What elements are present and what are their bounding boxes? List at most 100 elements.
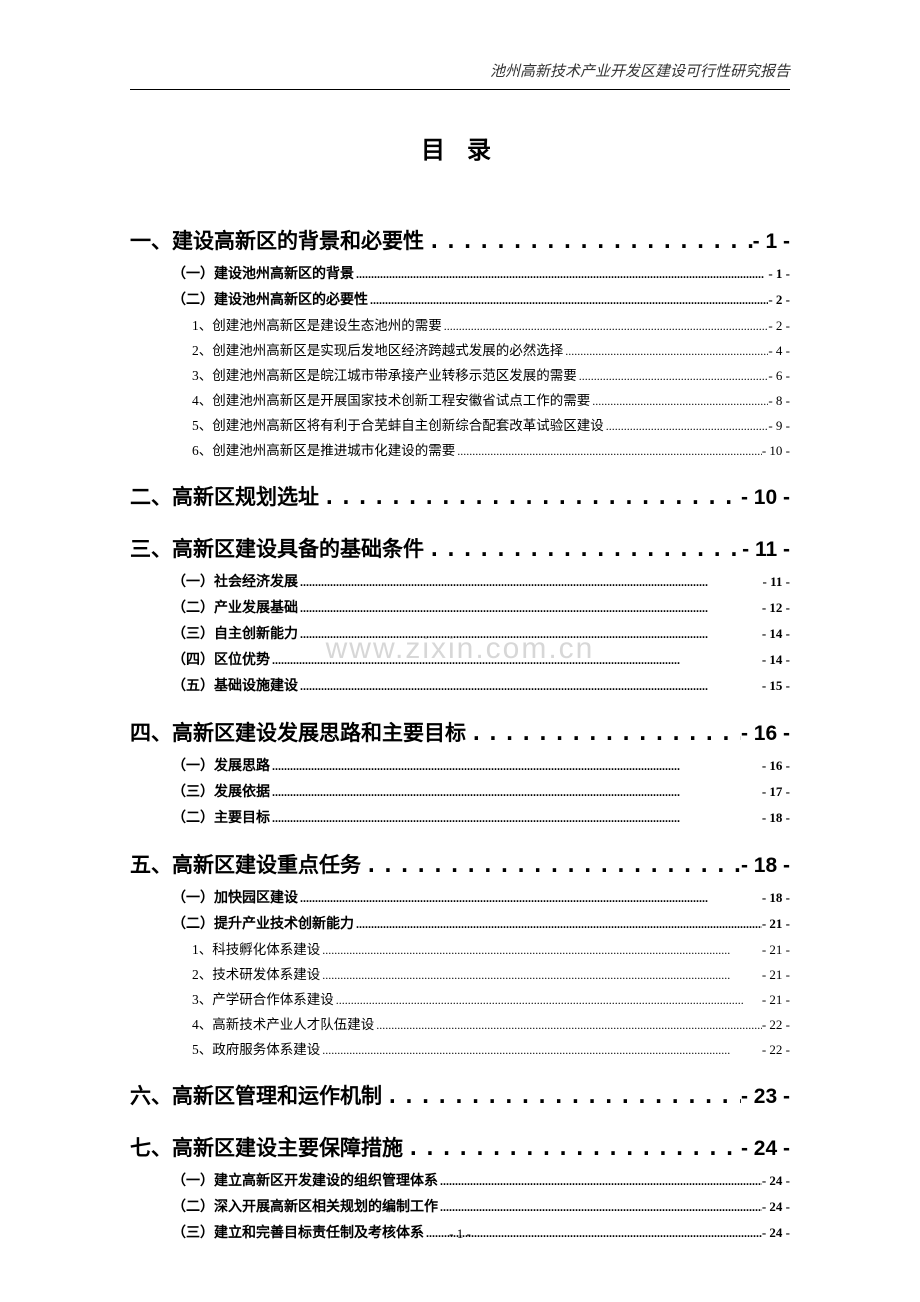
toc-entry-label: （二）主要目标 xyxy=(172,807,270,827)
toc-entry-page: - 18 - xyxy=(762,810,790,826)
toc-entry: （一）建立高新区开发建设的组织管理体系.....................… xyxy=(172,1170,790,1190)
toc-entry-label: （四）区位优势 xyxy=(172,649,270,669)
toc-entry: （二）深入开展高新区相关规划的编制工作.....................… xyxy=(172,1196,790,1216)
toc-entry-page: - 14 - xyxy=(762,626,790,642)
toc-entry-label: 5、创建池州高新区将有利于合芜蚌自主创新综合配套改革试验区建设 xyxy=(192,414,604,434)
toc-entry-page: - 11 - xyxy=(763,574,790,590)
toc-dots: ........................................… xyxy=(270,759,762,774)
toc-dots: ........................................… xyxy=(298,627,762,642)
toc-entry-label: （一）社会经济发展 xyxy=(172,571,298,591)
toc-dots: ........................................… xyxy=(577,369,769,384)
toc-entry-page: - 24 - xyxy=(762,1199,790,1215)
toc-dots: ........................................… xyxy=(334,993,762,1008)
toc-entry-label: 七、高新区建设主要保障措施 xyxy=(130,1132,403,1162)
toc-entry-page: - 8 - xyxy=(768,393,790,409)
toc-entry-page: - 1 - xyxy=(768,266,790,282)
toc-entry: （一）发展思路.................................… xyxy=(172,755,790,775)
toc-entry-label: （一）建立高新区开发建设的组织管理体系 xyxy=(172,1170,438,1190)
toc-entry-label: 1、创建池州高新区是建设生态池州的需要 xyxy=(192,314,442,334)
toc-entry-label: 五、高新区建设重点任务 xyxy=(130,849,361,879)
toc-entry-page: - 16 - xyxy=(741,722,790,746)
page-header: 池州高新技术产业开发区建设可行性研究报告 xyxy=(130,60,790,90)
toc-entry-page: - 18 - xyxy=(762,890,790,906)
toc-entry-label: （二）深入开展高新区相关规划的编制工作 xyxy=(172,1196,438,1216)
toc-entry-label: 5、政府服务体系建设 xyxy=(192,1038,320,1058)
toc-entry: 1、创建池州高新区是建设生态池州的需要.....................… xyxy=(192,314,790,334)
toc-entry-page: - 22 - xyxy=(762,1017,790,1033)
toc-dots: ........................................… xyxy=(270,653,762,668)
toc-dots: ........................................… xyxy=(320,968,762,983)
toc-entry-page: - 24 - xyxy=(762,1173,790,1189)
toc-dots: ........................................… xyxy=(438,1200,762,1215)
toc-entry-label: 二、高新区规划选址 xyxy=(130,481,319,511)
toc-entry-label: 2、创建池州高新区是实现后发地区经济跨越式发展的必然选择 xyxy=(192,339,563,359)
toc-entry: 4、创建池州高新区是开展国家技术创新工程安徽省试点工作的需要..........… xyxy=(192,389,790,409)
toc-container: 一、建设高新区的背景和必要性..........................… xyxy=(130,225,790,1242)
toc-entry: 5、创建池州高新区将有利于合芜蚌自主创新综合配套改革试验区建设.........… xyxy=(192,414,790,434)
toc-entry-label: （二）提升产业技术创新能力 xyxy=(172,913,354,933)
toc-dots: .................................. xyxy=(424,229,753,253)
toc-entry-label: （二）建设池州高新区的必要性 xyxy=(172,289,368,309)
toc-entry: 2、创建池州高新区是实现后发地区经济跨越式发展的必然选择............… xyxy=(192,339,790,359)
toc-dots: .................................. xyxy=(319,485,741,509)
toc-entry: （二）建设池州高新区的必要性..........................… xyxy=(172,289,790,309)
toc-entry: 2、技术研发体系建设..............................… xyxy=(192,963,790,983)
toc-entry: （四）区位优势.................................… xyxy=(172,649,790,669)
toc-entry: （二）产业发展基础...............................… xyxy=(172,597,790,617)
toc-entry: （一）社会经济发展...............................… xyxy=(172,571,790,591)
toc-entry: 5、政府服务体系建设..............................… xyxy=(192,1038,790,1058)
toc-entry: 二、高新区规划选址...............................… xyxy=(130,481,790,511)
toc-entry-page: - 22 - xyxy=(762,1042,790,1058)
toc-entry-page: - 10 - xyxy=(741,486,790,510)
toc-entry-page: - 15 - xyxy=(762,678,790,694)
toc-dots: ........................................… xyxy=(270,785,762,800)
toc-entry-page: - 21 - xyxy=(762,942,790,958)
toc-entry-page: - 2 - xyxy=(768,318,790,334)
toc-entry: 3、产学研合作体系建设.............................… xyxy=(192,988,790,1008)
toc-dots: ........................................… xyxy=(320,943,762,958)
toc-entry-page: - 4 - xyxy=(768,343,790,359)
toc-entry-page: - 10 - xyxy=(762,443,790,459)
toc-entry: 一、建设高新区的背景和必要性..........................… xyxy=(130,225,790,255)
toc-entry-page: - 14 - xyxy=(762,652,790,668)
toc-entry-label: 三、高新区建设具备的基础条件 xyxy=(130,533,424,563)
toc-entry-label: 1、科技孵化体系建设 xyxy=(192,938,320,958)
toc-entry: （三）发展依据.................................… xyxy=(172,781,790,801)
toc-entry-page: - 2 - xyxy=(768,292,790,308)
toc-entry-label: （三）发展依据 xyxy=(172,781,270,801)
toc-dots: ........................................… xyxy=(438,1174,762,1189)
toc-entry-page: - 23 - xyxy=(741,1085,790,1109)
toc-dots: ........................................… xyxy=(455,444,762,459)
toc-entry: 1、科技孵化体系建设..............................… xyxy=(192,938,790,958)
toc-entry-page: - 21 - xyxy=(762,992,790,1008)
toc-dots: ........................................… xyxy=(270,811,762,826)
toc-dots: ........................................… xyxy=(563,344,768,359)
toc-dots: ........................................… xyxy=(354,267,768,282)
toc-dots: ........................................… xyxy=(298,891,762,906)
toc-dots: .................................. xyxy=(403,1136,741,1160)
toc-entry-label: 六、高新区管理和运作机制 xyxy=(130,1080,382,1110)
toc-entry: 3、创建池州高新区是皖江城市带承接产业转移示范区发展的需要...........… xyxy=(192,364,790,384)
toc-dots: .................................. xyxy=(466,721,741,745)
toc-dots: ........................................… xyxy=(590,394,768,409)
toc-dots: ........................................… xyxy=(298,601,762,616)
toc-dots: ........................................… xyxy=(442,319,769,334)
toc-entry-label: 四、高新区建设发展思路和主要目标 xyxy=(130,717,466,747)
toc-entry-page: - 21 - xyxy=(762,916,790,932)
toc-dots: ........................................… xyxy=(320,1043,762,1058)
toc-entry: 4、高新技术产业人才队伍建设..........................… xyxy=(192,1013,790,1033)
toc-entry-page: - 12 - xyxy=(762,600,790,616)
toc-entry-page: - 16 - xyxy=(762,758,790,774)
page-footer: - 1 - xyxy=(0,1226,920,1242)
toc-entry: 四、高新区建设发展思路和主要目标........................… xyxy=(130,717,790,747)
toc-entry: 三、高新区建设具备的基础条件..........................… xyxy=(130,533,790,563)
toc-entry-page: - 11 - xyxy=(742,538,790,562)
toc-dots: .................................. xyxy=(361,853,741,877)
toc-entry: 六、高新区管理和运作机制............................… xyxy=(130,1080,790,1110)
toc-dots: ........................................… xyxy=(374,1018,762,1033)
toc-entry-label: 2、技术研发体系建设 xyxy=(192,963,320,983)
toc-entry: （二）主要目标.................................… xyxy=(172,807,790,827)
toc-entry-label: （三）自主创新能力 xyxy=(172,623,298,643)
toc-entry-label: （一）加快园区建设 xyxy=(172,887,298,907)
toc-entry-label: 6、创建池州高新区是推进城市化建设的需要 xyxy=(192,439,455,459)
